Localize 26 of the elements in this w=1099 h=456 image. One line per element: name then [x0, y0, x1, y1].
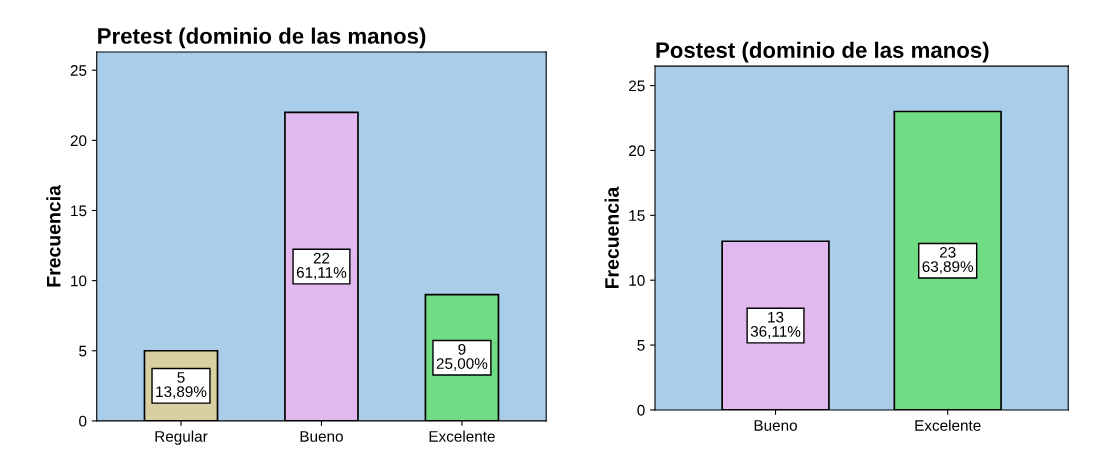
y-axis-title: Frecuencia: [604, 186, 619, 289]
data-label: 9 25,00%: [436, 343, 488, 371]
x-tick-label: Bueno: [754, 420, 797, 431]
data-label: 23 63,89%: [922, 246, 974, 274]
y-tick-label: 0: [637, 404, 645, 416]
chart-title: Pretest (dominio de las manos): [98, 27, 426, 49]
y-tick-label: 15: [71, 205, 87, 217]
y-tick-label: 5: [79, 345, 87, 357]
y-tick-label: 25: [70, 65, 87, 76]
y-tick-label: 5: [637, 340, 645, 351]
data-label: 22 61,11%: [296, 252, 347, 280]
y-tick-label: 0: [79, 415, 87, 427]
x-tick-label: Excelente: [915, 419, 981, 431]
y-tick-label: 20: [70, 135, 87, 147]
y-axis-title: Frecuencia: [46, 184, 61, 287]
y-tick-label: 10: [629, 275, 645, 286]
y-tick-label: 25: [629, 80, 645, 92]
chart-title: Postest (dominio de las manos): [656, 41, 989, 63]
x-tick-label: Bueno: [300, 431, 343, 442]
x-tick-label: Regular: [155, 430, 208, 445]
y-tick-label: 15: [629, 210, 645, 222]
y-tick-label: 20: [629, 145, 645, 157]
data-label: 5 13,89%: [156, 372, 207, 399]
data-label: 13 36,11%: [750, 311, 801, 339]
x-tick-label: Excelente: [429, 430, 495, 442]
y-tick-label: 10: [71, 275, 87, 287]
